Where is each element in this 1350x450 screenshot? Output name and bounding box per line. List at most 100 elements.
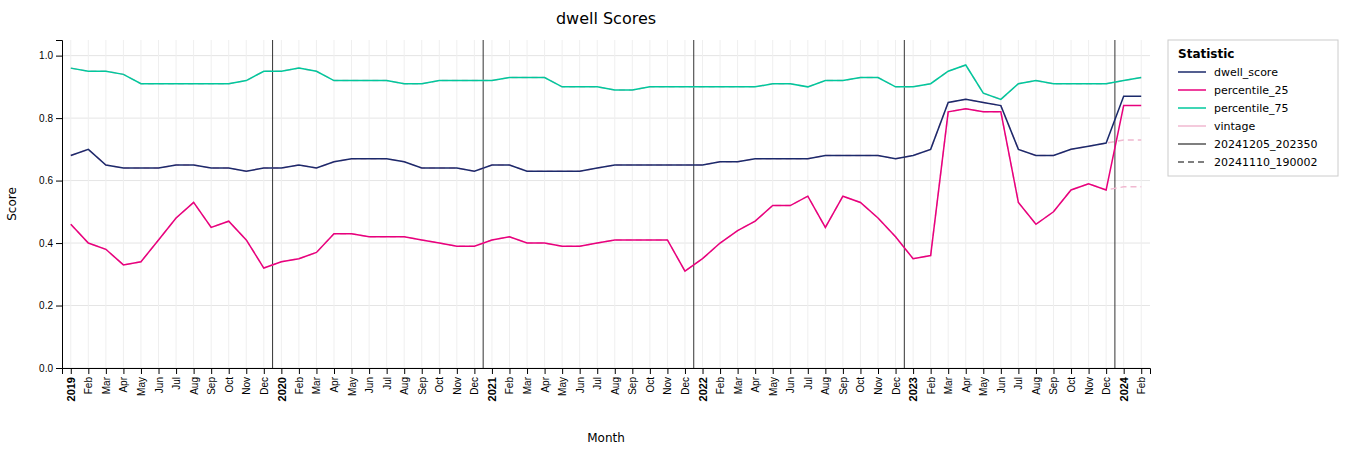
legend-box <box>1168 40 1338 176</box>
x-axis-title: Month <box>587 431 625 445</box>
grid-line-x <box>334 40 335 368</box>
x-tick-mark <box>229 368 230 374</box>
x-tick-mark <box>1018 368 1019 374</box>
x-tick-label: Oct <box>855 377 866 393</box>
x-tick: Sep <box>838 368 849 395</box>
x-tick-label: Apr <box>961 376 972 392</box>
legend-item: vintage <box>1178 120 1256 133</box>
x-tick: Oct <box>1066 368 1077 393</box>
legend-label: 20241205_202350 <box>1214 138 1317 151</box>
x-tick-label: Feb <box>1136 377 1147 395</box>
x-axis: 2019FebMarAprMayJunJulAugSepOctNovDec202… <box>63 368 1151 401</box>
x-tick-mark <box>1071 368 1072 374</box>
x-tick: Jul <box>1013 368 1024 390</box>
x-tick-mark <box>474 368 475 374</box>
grid-line-x <box>983 40 984 368</box>
x-tick-mark <box>773 368 774 374</box>
grid-line-x <box>597 40 598 368</box>
x-tick-mark <box>738 368 739 374</box>
grid-line-x <box>1053 40 1054 368</box>
x-tick-mark <box>545 368 546 374</box>
x-tick: Nov <box>1084 368 1095 395</box>
series-line <box>71 109 1141 271</box>
x-tick-label: 2023 <box>907 377 919 401</box>
grid <box>62 40 1150 368</box>
x-tick: 2021 <box>486 368 498 401</box>
x-tick-mark <box>281 368 282 374</box>
x-tick-label: Feb <box>715 377 726 395</box>
x-tick: Nov <box>452 368 463 395</box>
x-tick-label: Aug <box>189 377 200 395</box>
x-tick-label: 2024 <box>1118 376 1130 401</box>
x-tick: May <box>768 368 779 396</box>
legend-label: percentile_25 <box>1214 84 1289 97</box>
x-tick: Feb <box>1136 368 1147 394</box>
legend-item: percentile_75 <box>1178 102 1289 115</box>
grid-line-x <box>562 40 563 368</box>
x-tick: May <box>136 368 147 396</box>
legend-label: 20241110_190002 <box>1214 156 1317 169</box>
x-tick: Aug <box>1031 368 1042 395</box>
x-tick: Aug <box>610 368 621 395</box>
x-tick: Mar <box>311 368 322 394</box>
x-tick-label: Aug <box>610 377 621 395</box>
x-tick-mark <box>509 368 510 374</box>
x-tick-label: Sep <box>838 377 849 395</box>
x-tick-mark <box>422 368 423 374</box>
y-tick: 0.2 <box>39 300 62 311</box>
x-tick-mark <box>983 368 984 374</box>
x-tick: Oct <box>645 368 656 393</box>
x-tick-label: Apr <box>750 376 761 392</box>
x-tick: Oct <box>224 368 235 393</box>
x-tick: Apr <box>329 368 340 393</box>
x-tick: 2023 <box>907 368 919 401</box>
x-tick: May <box>978 368 989 396</box>
x-tick-label: Mar <box>943 376 954 394</box>
x-tick-label: Apr <box>329 376 340 392</box>
x-tick: Jun <box>785 368 796 393</box>
x-tick: Jun <box>154 368 165 393</box>
x-tick: Feb <box>715 368 726 394</box>
legend-label: vintage <box>1214 120 1256 133</box>
y-tick-mark <box>56 243 62 244</box>
series-line <box>71 65 1141 99</box>
x-tick-mark <box>334 368 335 374</box>
legend-title: Statistic <box>1178 47 1234 61</box>
grid-line-x <box>421 40 422 368</box>
y-tick: 0.8 <box>39 113 62 124</box>
x-tick-label: Dec <box>680 377 691 395</box>
y-tick-label: 1.0 <box>39 50 53 61</box>
legend-item: percentile_25 <box>1178 84 1289 97</box>
x-tick-label: Nov <box>452 377 463 395</box>
grid-line-x <box>948 40 949 368</box>
y-tick-label: 0.0 <box>39 363 53 374</box>
x-tick-mark <box>615 368 616 374</box>
x-tick-label: Sep <box>206 377 217 395</box>
grid-line-x <box>386 40 387 368</box>
grid-line-x <box>1035 40 1036 368</box>
x-tick-mark <box>439 368 440 374</box>
x-tick-label: Oct <box>224 377 235 393</box>
x-tick: Apr <box>118 368 129 393</box>
legend-label: percentile_75 <box>1214 102 1289 115</box>
x-tick-mark <box>632 368 633 374</box>
y-tick: 0.0 <box>39 363 62 374</box>
x-tick: Sep <box>206 368 217 395</box>
x-tick: Nov <box>873 368 884 395</box>
y-axis-title: Score <box>5 187 19 221</box>
grid-line-x <box>404 40 405 368</box>
x-tick-mark <box>176 368 177 374</box>
legend-swatch <box>1178 107 1206 109</box>
x-tick-mark <box>1124 368 1125 374</box>
legend-swatch <box>1178 125 1206 127</box>
x-tick-label: Mar <box>101 376 112 394</box>
grid-line-x <box>351 40 352 368</box>
x-tick: Mar <box>522 368 533 394</box>
x-tick-label: Jul <box>171 377 182 390</box>
grid-line-x <box>702 40 703 368</box>
x-tick-mark <box>896 368 897 374</box>
x-tick-mark <box>1089 368 1090 374</box>
x-tick-label: Jul <box>592 377 603 390</box>
x-tick-label: Oct <box>1066 377 1077 393</box>
x-tick-mark <box>246 368 247 374</box>
